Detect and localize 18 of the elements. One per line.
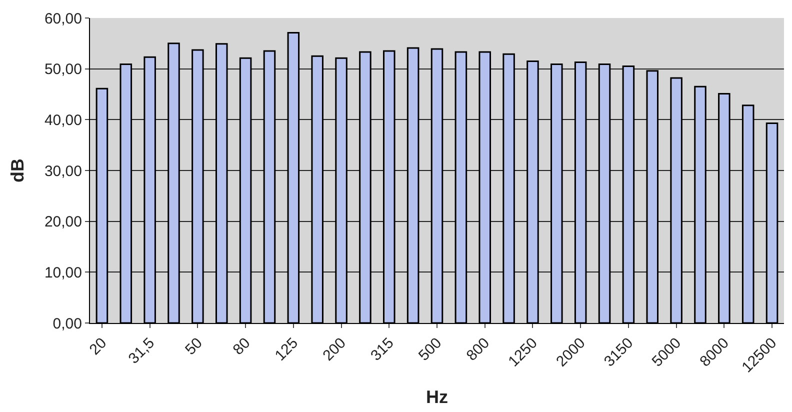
y-tick-label: 40,00 bbox=[44, 112, 82, 129]
y-tick-label: 60,00 bbox=[44, 10, 82, 28]
x-tick-label: 500 bbox=[415, 334, 446, 364]
x-tick-label: 20 bbox=[86, 334, 110, 358]
x-tick-label: 80 bbox=[230, 334, 254, 358]
x-tick-label: 31,5 bbox=[125, 334, 158, 368]
y-tick-label: 0,00 bbox=[52, 315, 82, 332]
x-tick-label: 125 bbox=[272, 334, 302, 364]
y-tick-label: 50,00 bbox=[44, 61, 82, 78]
y-tick-label: 20,00 bbox=[44, 214, 82, 231]
x-axis-title: Hz bbox=[426, 387, 448, 408]
x-tick-label: 200 bbox=[320, 334, 350, 364]
x-tick-label: 315 bbox=[368, 334, 398, 364]
y-tick-label: 10,00 bbox=[44, 264, 82, 282]
y-axis-title: dB bbox=[8, 158, 28, 182]
x-tick-label: 800 bbox=[463, 334, 493, 364]
y-tick-label: 30,00 bbox=[44, 162, 82, 180]
x-tick-label: 50 bbox=[182, 334, 206, 358]
